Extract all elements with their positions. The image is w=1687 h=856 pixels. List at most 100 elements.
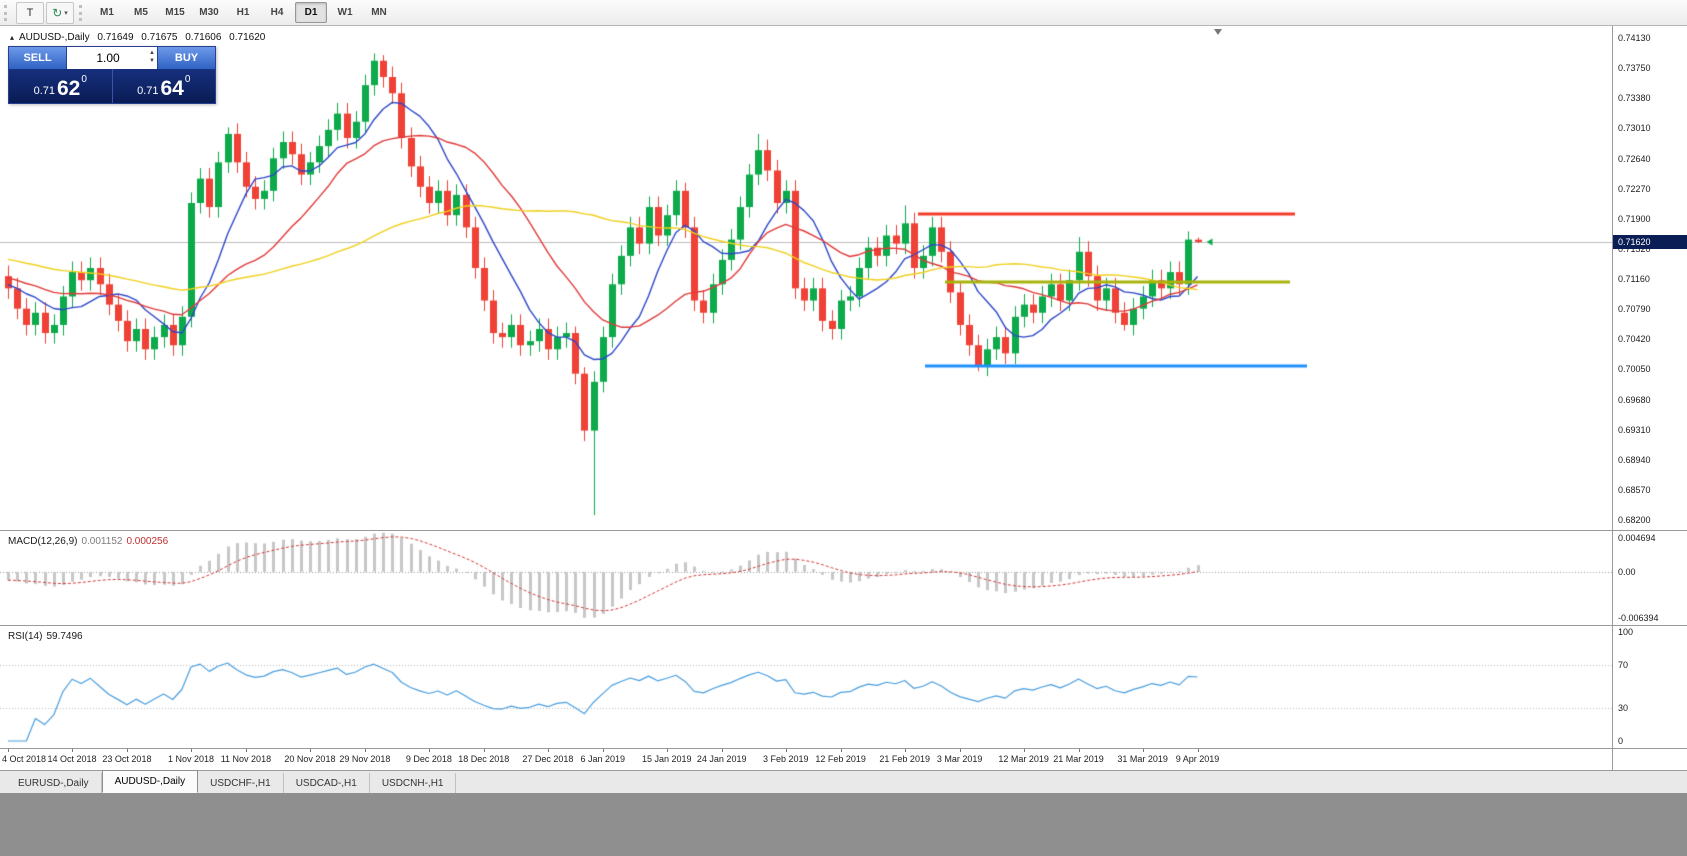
time-axis-label: 23 Oct 2018 — [102, 754, 152, 764]
time-axis-tick — [841, 748, 842, 752]
chart-tab-audusd[interactable]: AUDUSD-,Daily — [101, 770, 199, 793]
macd-label: MACD(12,26,9) 0.001152 0.000256 — [8, 536, 168, 547]
time-axis-label: 29 Nov 2018 — [339, 754, 391, 764]
macd-axis-label: 0.00 — [1618, 566, 1636, 577]
sell-price-sup: 0 — [81, 74, 87, 85]
rsi-label: RSI(14) 59.7496 — [8, 631, 83, 642]
time-axis-tick — [1198, 748, 1199, 752]
time-axis-label: 9 Dec 2018 — [405, 754, 452, 764]
rsi-canvas[interactable] — [0, 625, 1612, 748]
time-axis-label: 9 Apr 2019 — [1175, 754, 1220, 764]
time-axis-label: 12 Feb 2019 — [815, 754, 866, 764]
time-axis-tick — [905, 748, 906, 752]
volume-box: ▲ ▼ — [66, 47, 158, 69]
price-axis: 0.74130 0.73750 0.73380 0.73010 0.72640 0.722… — [1613, 26, 1686, 530]
chart-tab-eurusd[interactable]: EURUSD-,Daily — [6, 773, 102, 793]
quote-low: 0.71606 — [185, 32, 222, 43]
cycle-tool-button[interactable]: ↻ ▾ — [46, 1, 74, 24]
price-axis-label: 0.73010 — [1618, 123, 1651, 134]
sell-price-display[interactable]: 0.71 62 0 — [9, 69, 113, 103]
sell-price-big: 62 — [57, 77, 81, 100]
rsi-axis-label: 70 — [1618, 659, 1629, 670]
time-axis-tick — [484, 748, 485, 752]
time-axis-tick — [429, 748, 430, 752]
rsi-axis-label: 0 — [1618, 736, 1624, 746]
quote-open: 0.71649 — [97, 32, 134, 43]
panel-separator — [0, 530, 1687, 531]
price-axis-label: 0.69680 — [1618, 394, 1651, 405]
toolbar: T ↻ ▾ M1 M5 M15 M30 H1 H4 D1 W1 MN — [0, 0, 1687, 26]
macd-canvas[interactable] — [0, 530, 1612, 625]
time-axis-label: 21 Mar 2019 — [1053, 754, 1104, 764]
time-axis-tick — [667, 748, 668, 752]
time-axis-label: 11 Nov 2018 — [220, 754, 272, 764]
timeframe-button-h4[interactable]: H4 — [270, 7, 284, 18]
panel-separator — [0, 748, 1687, 749]
chart-shift-marker[interactable] — [1214, 29, 1222, 35]
price-chart-canvas[interactable] — [0, 26, 1612, 530]
chart-symbol-period: AUDUSD-,Daily — [19, 32, 90, 43]
timeframe-button-m5[interactable]: M5 — [134, 7, 148, 18]
timeframe-button-mn[interactable]: MN — [371, 7, 387, 18]
price-axis-label: 0.74130 — [1618, 33, 1651, 43]
time-axis-label: 4 Oct 2018 — [2, 754, 47, 764]
timeframe-button-h1[interactable]: H1 — [236, 7, 250, 18]
time-axis-tick — [191, 748, 192, 752]
price-axis-label: 0.72640 — [1618, 153, 1651, 164]
time-axis-tick — [1024, 748, 1025, 752]
buy-price-prefix: 0.71 — [137, 85, 159, 97]
text-tool-button[interactable]: T — [16, 1, 44, 24]
rsi-value: 59.7496 — [46, 631, 83, 642]
sell-button[interactable]: SELL — [9, 47, 66, 69]
volume-down-icon[interactable]: ▼ — [149, 58, 155, 64]
cycle-tool-icon: ↻ — [52, 5, 63, 20]
timeframe-button-w1[interactable]: W1 — [337, 7, 353, 18]
timeframe-button-m30[interactable]: M30 — [199, 7, 219, 18]
chart-tab-usdcnh[interactable]: USDCNH-,H1 — [370, 773, 457, 793]
timeframe-button-m15[interactable]: M15 — [165, 7, 185, 18]
time-axis-label: 15 Jan 2019 — [642, 754, 692, 764]
time-axis-label: 6 Jan 2019 — [580, 754, 626, 764]
price-axis-label: 0.70050 — [1618, 364, 1651, 375]
chart-tab-usdcad[interactable]: USDCAD-,H1 — [284, 773, 370, 793]
timeframe-button-m1[interactable]: M1 — [100, 7, 114, 18]
rsi-name: RSI(14) — [8, 631, 43, 642]
time-axis-label: 21 Feb 2019 — [879, 754, 930, 764]
rsi-axis-label: 30 — [1618, 703, 1629, 714]
time-axis-label: 18 Dec 2018 — [458, 754, 510, 764]
buy-price-big: 64 — [160, 77, 184, 100]
time-axis-tick — [786, 748, 787, 752]
volume-up-icon[interactable]: ▲ — [149, 50, 155, 56]
price-axis-label: 0.70420 — [1618, 334, 1651, 345]
time-axis-label: 31 Mar 2019 — [1117, 754, 1168, 764]
price-axis-label: 0.70790 — [1618, 304, 1651, 315]
toolbar-grip — [79, 4, 85, 21]
price-axis-label: 0.68940 — [1618, 454, 1651, 465]
time-axis-label: 27 Dec 2018 — [522, 754, 574, 764]
time-axis-label: 3 Feb 2019 — [762, 754, 809, 764]
macd-main-value: 0.001152 — [81, 536, 123, 547]
quote-close: 0.71620 — [229, 32, 266, 43]
time-axis-label: 12 Mar 2019 — [998, 754, 1049, 764]
time-axis-label: 3 Mar 2019 — [936, 754, 983, 764]
time-axis-tick — [72, 748, 73, 752]
time-axis-label: 20 Nov 2018 — [284, 754, 336, 764]
status-area — [0, 793, 1687, 856]
time-axis-tick — [1143, 748, 1144, 752]
timeframe-button-d1[interactable]: D1 — [295, 2, 327, 23]
time-axis-label: 1 Nov 2018 — [167, 754, 215, 764]
price-axis-label: 0.69310 — [1618, 424, 1651, 435]
sell-price-prefix: 0.71 — [33, 85, 55, 97]
chart-tab-usdchf[interactable]: USDCHF-,H1 — [198, 773, 284, 793]
chart-marker-icon: ▴ — [10, 33, 15, 42]
axis-separator — [1612, 26, 1613, 770]
volume-spinner: ▲ ▼ — [149, 49, 155, 65]
volume-input[interactable] — [67, 47, 157, 69]
current-price-tag: 0.71620 — [1613, 235, 1687, 249]
time-axis: 4 Oct 2018 14 Oct 2018 23 Oct 2018 1 Nov 20… — [0, 748, 1687, 770]
buy-button[interactable]: BUY — [158, 47, 215, 69]
chart-quote-header: ▴ AUDUSD-,Daily 0.71649 0.71675 0.71606 0… — [10, 32, 270, 43]
macd-signal-value: 0.000256 — [126, 536, 169, 547]
time-axis-tick — [1079, 748, 1080, 752]
buy-price-display[interactable]: 0.71 64 0 — [113, 69, 216, 103]
